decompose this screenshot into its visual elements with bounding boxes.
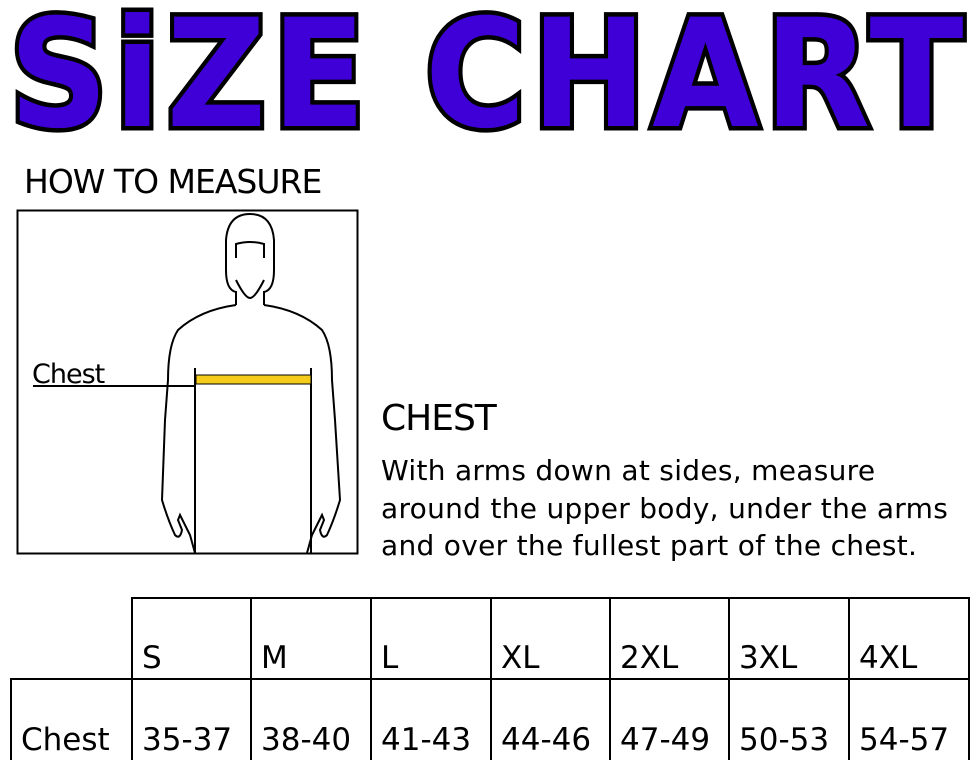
chest-value-cell: 54-57 (848, 678, 970, 760)
how-to-measure-heading: HOW TO MEASURE (24, 162, 322, 201)
size-header-cell: 3XL (728, 597, 850, 680)
instruction-line: With arms down at sides, measure (381, 454, 876, 487)
instruction-line: and over the fullest part of the chest. (381, 529, 918, 562)
chest-value-cell: 44-46 (490, 678, 611, 760)
measuring-tape-icon (195, 374, 312, 385)
size-header-cell: S (131, 597, 252, 680)
size-header-cell: L (370, 597, 492, 680)
figure-chest-label: Chest (32, 359, 105, 390)
chest-value-cell: 47-49 (609, 678, 730, 760)
chest-value-cell: 38-40 (250, 678, 372, 760)
chest-instructions: With arms down at sides, measure around … (381, 452, 948, 565)
size-header-cell: XL (490, 597, 611, 680)
chest-heading: CHEST (381, 398, 497, 439)
svg-text:SiZE CHART: SiZE CHART (9, 0, 969, 144)
instruction-line: around the upper body, under the arms (381, 491, 949, 525)
chest-value-cell: 50-53 (728, 678, 850, 760)
chest-value-cell: 35-37 (131, 678, 252, 760)
figure-frame (16, 209, 359, 555)
row-label-cell: Chest (10, 678, 133, 760)
size-header-cell: 4XL (848, 597, 970, 680)
body-outline-icon (160, 212, 342, 554)
size-header-cell: 2XL (609, 597, 730, 680)
chest-value-cell: 41-43 (370, 678, 492, 760)
size-chart-title: SiZE CHART (5, 0, 969, 144)
size-header-cell: M (250, 597, 372, 680)
